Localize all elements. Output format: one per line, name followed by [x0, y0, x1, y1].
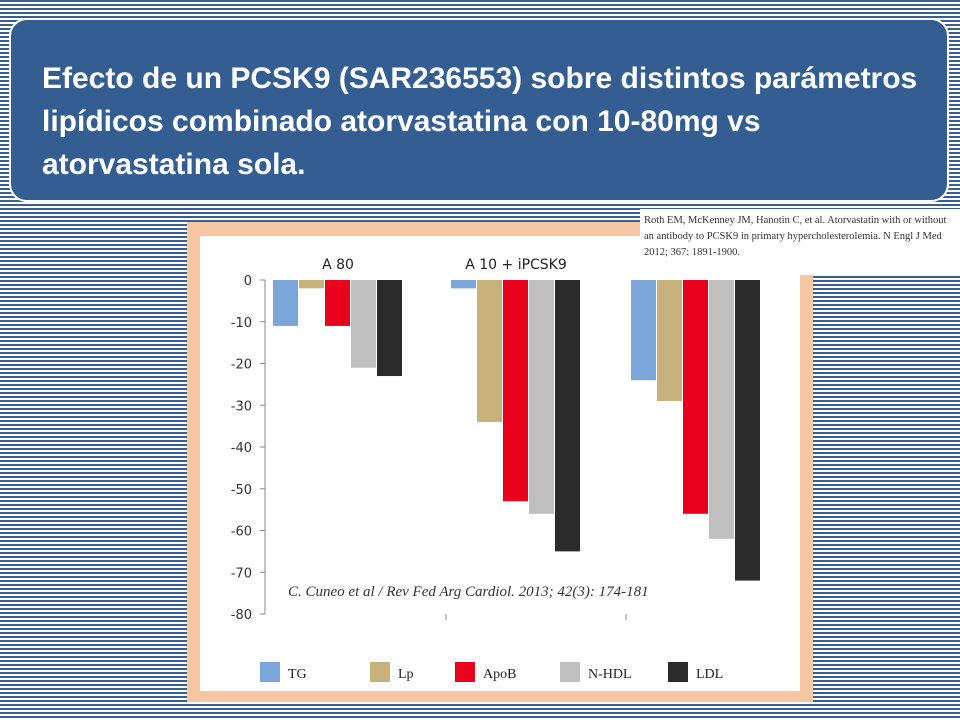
legend-label: LDL [696, 667, 723, 682]
legend-swatch-lp [370, 662, 390, 682]
legend-label: TG [288, 667, 307, 682]
category-label: A 10 + iPCSK9 [465, 257, 567, 273]
y-tick-label: -20 [231, 358, 252, 373]
bar-lp-3 [657, 280, 682, 402]
source-note: C. Cuneo et al / Rev Fed Arg Cardiol. 20… [288, 584, 649, 600]
bar-n-hdl-2 [529, 280, 554, 514]
legend-label: ApoB [483, 667, 516, 682]
legend-swatch-tg [260, 662, 280, 682]
citation-line: Roth EM, McKenney JM, Hanotin C, et al. … [644, 215, 947, 226]
chart-panel: 0 -10 -20 -30 -40 -50 -60 -70 -80 A 80 A 10 + iPCS… [200, 236, 800, 691]
legend-label: N-HDL [588, 667, 632, 682]
bar-n-hdl-3 [709, 280, 734, 539]
bar-ldl-2 [555, 280, 580, 552]
bar-tg-3 [631, 280, 656, 381]
bar-ldl-1 [377, 280, 402, 377]
bar-n-hdl-1 [351, 280, 376, 368]
bar-tg-2 [451, 280, 476, 289]
y-tick-label: -80 [231, 608, 252, 623]
legend-swatch-n-hdl [560, 662, 580, 682]
legend-swatch-ldl [668, 662, 688, 682]
legend-swatch-apob [455, 662, 475, 682]
bar-chart: 0 -10 -20 -30 -40 -50 -60 -70 -80 A 80 A 10 + iPCS… [231, 257, 760, 682]
bar-apob-1 [325, 280, 350, 326]
y-tick-label: -40 [231, 441, 252, 456]
y-tick-label: -60 [231, 525, 252, 540]
title-box [9, 18, 949, 202]
bar-tg-1 [273, 280, 298, 326]
bar-lp-1 [299, 280, 324, 289]
reference-citation: Roth EM, McKenney JM, Hanotin C, et al. … [640, 209, 960, 275]
citation-line: an antibody to PCSK9 in primary hypercho… [644, 231, 942, 242]
legend-label: Lp [398, 667, 414, 682]
bar-apob-3 [683, 280, 708, 514]
y-tick-label: -10 [231, 316, 252, 331]
slide-title: Efecto de un PCSK9 (SAR236553) sobre dis… [42, 62, 918, 181]
y-tick-label: -30 [231, 399, 252, 414]
chart-frame: 0 -10 -20 -30 -40 -50 -60 -70 -80 A 80 A 10 + iPCS… [187, 222, 813, 702]
bar-lp-2 [477, 280, 502, 422]
y-tick-label: -50 [231, 483, 252, 498]
y-tick-label: -70 [231, 566, 252, 581]
bar-apob-2 [503, 280, 528, 502]
category-label: A 80 [322, 257, 354, 273]
y-tick-label: 0 [244, 274, 252, 289]
citation-line: 2012; 367: 1891-1900. [644, 247, 740, 258]
bar-ldl-3 [735, 280, 760, 581]
